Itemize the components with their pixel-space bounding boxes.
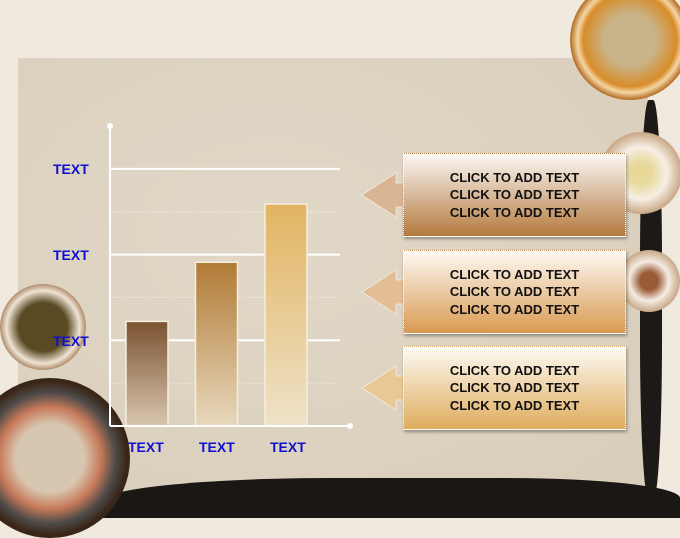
callout-text: CLICK TO ADD TEXT [449,169,580,185]
bar [125,320,169,427]
y-tick-label: TEXT [53,333,89,349]
vegetable-dish-image [0,284,86,370]
callout-1[interactable]: CLICK TO ADD TEXT CLICK TO ADD TEXT CLIC… [362,153,626,237]
callout-text: CLICK TO ADD TEXT [449,380,580,396]
side-dish-image [618,250,680,312]
y-tick-label: TEXT [53,247,89,263]
callout-text-box[interactable]: CLICK TO ADD TEXT CLICK TO ADD TEXT CLIC… [403,250,626,334]
noodle-bowl-image [570,0,680,100]
x-tick-label: TEXT [199,439,235,455]
x-tick-label: TEXT [270,439,306,455]
callout-text: CLICK TO ADD TEXT [449,284,580,300]
callout-text: CLICK TO ADD TEXT [449,362,580,378]
bar-chart [107,123,353,429]
bar [194,261,239,427]
callout-text-box[interactable]: CLICK TO ADD TEXT CLICK TO ADD TEXT CLIC… [403,346,626,430]
x-tick-label: TEXT [128,439,164,455]
callout-text-box[interactable]: CLICK TO ADD TEXT CLICK TO ADD TEXT CLIC… [403,153,626,237]
callout-3[interactable]: CLICK TO ADD TEXT CLICK TO ADD TEXT CLIC… [362,346,626,430]
callout-text: CLICK TO ADD TEXT [449,204,580,220]
callout-text: CLICK TO ADD TEXT [449,187,580,203]
callout-text: CLICK TO ADD TEXT [449,301,580,317]
x-axis-end [347,423,353,429]
callout-text: CLICK TO ADD TEXT [449,397,580,413]
callout-text: CLICK TO ADD TEXT [449,266,580,282]
y-axis-end [107,123,113,129]
y-tick-label: TEXT [53,161,89,177]
callout-2[interactable]: CLICK TO ADD TEXT CLICK TO ADD TEXT CLIC… [362,250,626,334]
bar [264,203,308,427]
